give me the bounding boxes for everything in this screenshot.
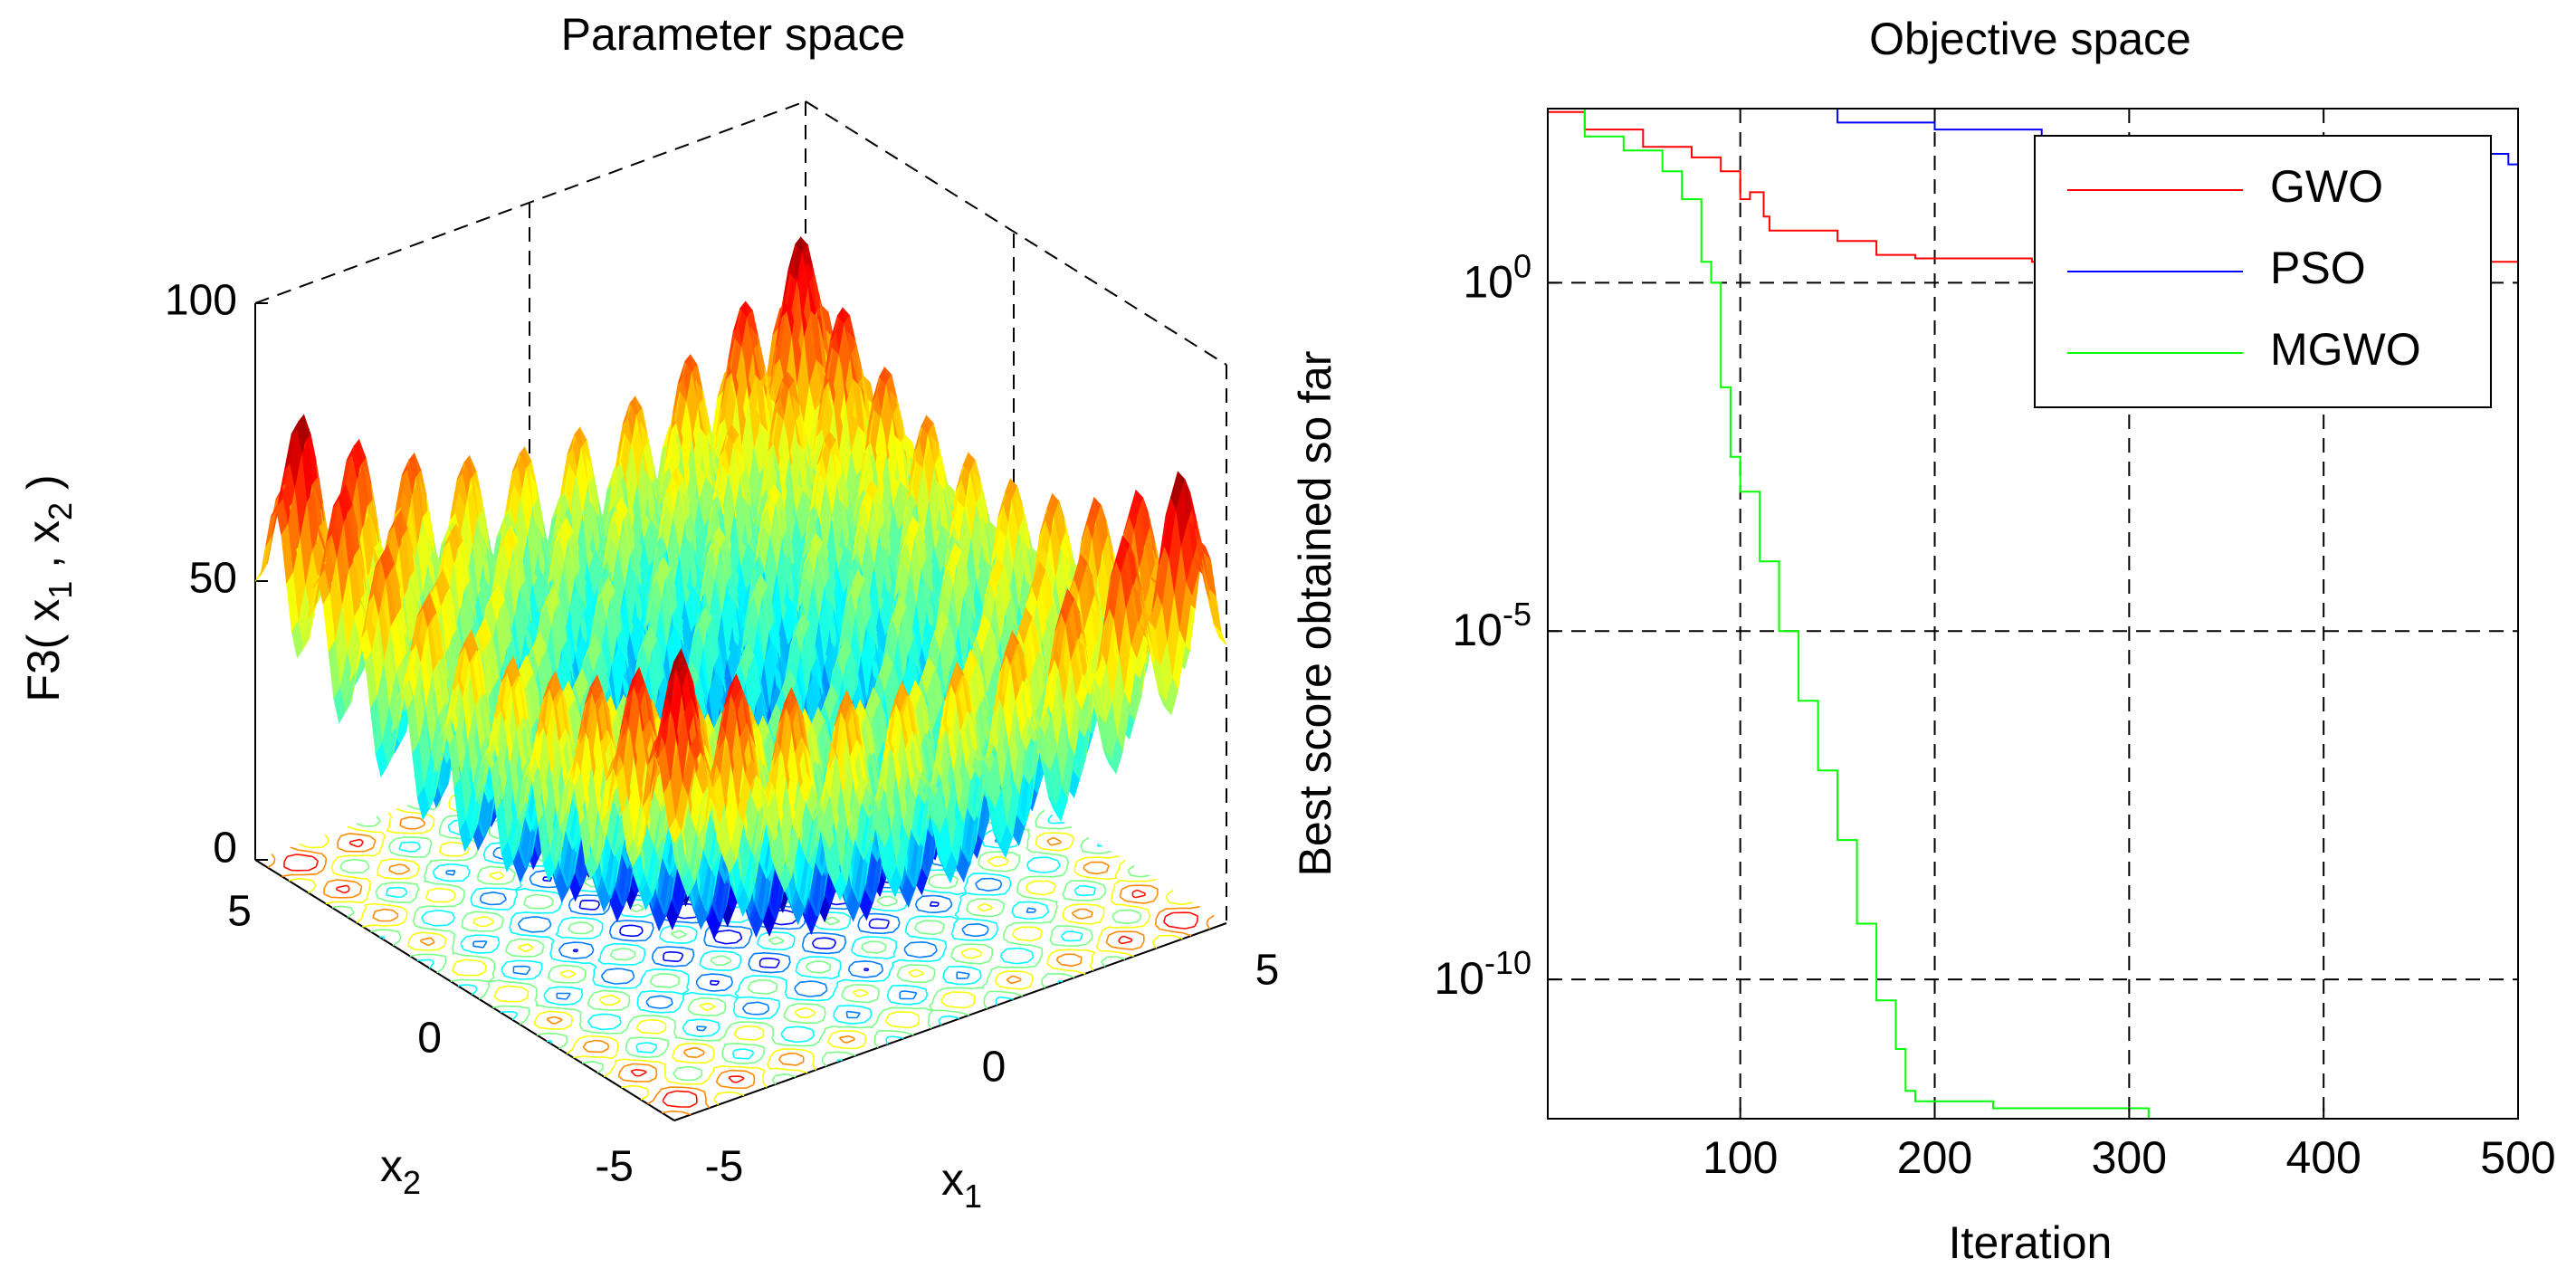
axes-box-dashed (254, 100, 1227, 923)
parameter-space-panel: Parameter space 100 50 0 5 0 -5 - (18, 9, 1279, 1215)
back-edge-right (805, 100, 1227, 366)
parameter-space-title: Parameter space (561, 9, 906, 60)
surface-plot (254, 235, 1227, 940)
back-edge-left (254, 100, 806, 304)
